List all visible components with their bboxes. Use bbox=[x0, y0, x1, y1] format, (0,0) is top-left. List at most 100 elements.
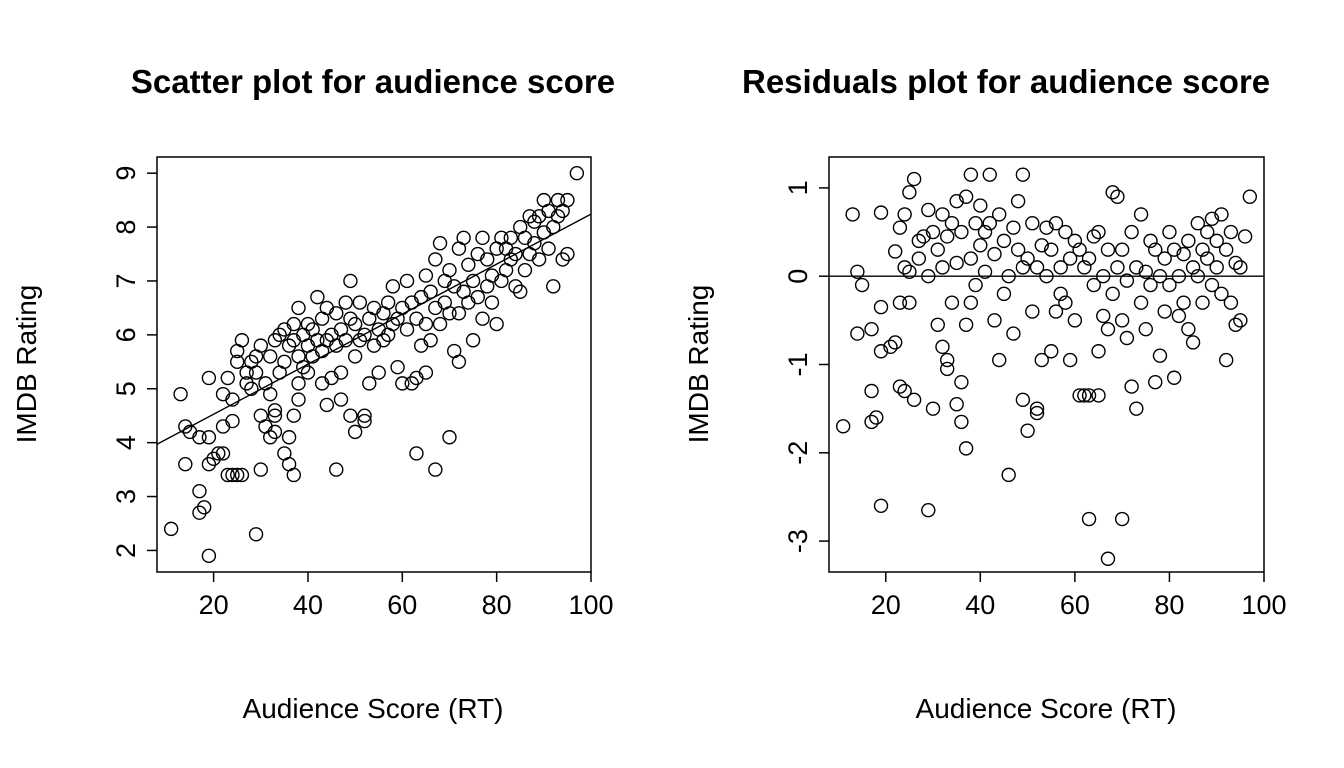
residuals-point bbox=[1129, 401, 1144, 416]
residuals-point bbox=[944, 216, 960, 231]
residuals-point bbox=[1152, 269, 1168, 284]
residuals-point bbox=[835, 419, 851, 434]
scatter-point bbox=[489, 316, 504, 332]
residuals-point bbox=[1100, 551, 1116, 566]
residuals-point bbox=[1171, 269, 1187, 284]
residuals-point bbox=[892, 220, 908, 235]
residuals-point bbox=[1195, 295, 1210, 310]
residuals-point bbox=[892, 295, 908, 310]
residuals-axis-ticks: 20 40 60 80 100 -3 -2 -1 0 1 bbox=[783, 180, 1287, 620]
scatter-point bbox=[347, 349, 363, 364]
residuals-point bbox=[897, 207, 912, 222]
scatter-point bbox=[541, 241, 556, 256]
residuals-point bbox=[1020, 251, 1035, 266]
residuals-point bbox=[1133, 295, 1149, 310]
scatter-point bbox=[277, 354, 292, 370]
residuals-point bbox=[987, 246, 1002, 262]
residuals-point bbox=[1114, 313, 1130, 328]
residuals-point bbox=[1015, 167, 1031, 182]
scatter-y-tick-label: 9 bbox=[111, 166, 141, 181]
residuals-point bbox=[864, 414, 879, 430]
scatter-point bbox=[310, 289, 325, 305]
scatter-point bbox=[192, 430, 207, 445]
residuals-point bbox=[973, 198, 988, 213]
scatter-point bbox=[465, 333, 481, 348]
scatter-point bbox=[178, 419, 193, 434]
scatter-point bbox=[550, 209, 566, 224]
scatter-point bbox=[503, 252, 519, 267]
scatter-point bbox=[352, 333, 368, 348]
scatter-point bbox=[225, 467, 240, 483]
residuals-point bbox=[949, 193, 964, 209]
scatter-point bbox=[560, 192, 575, 208]
residuals-point bbox=[1044, 344, 1059, 359]
residuals-point bbox=[1025, 216, 1040, 231]
scatter-point bbox=[215, 419, 231, 434]
scatter-point bbox=[385, 316, 401, 332]
residuals-point bbox=[977, 224, 993, 240]
residuals-point bbox=[921, 202, 936, 218]
residuals-point bbox=[1190, 216, 1206, 231]
residuals-point bbox=[1091, 224, 1106, 240]
residuals-y-tick-label: 1 bbox=[783, 180, 813, 195]
scatter-x-tick-label: 100 bbox=[568, 590, 613, 620]
scatter-point bbox=[229, 467, 245, 483]
residuals-point bbox=[1001, 269, 1016, 284]
scatter-point bbox=[192, 483, 207, 499]
scatter-point bbox=[343, 311, 358, 326]
residuals-point bbox=[987, 313, 1002, 328]
scatter-point bbox=[263, 386, 278, 402]
scatter-point bbox=[329, 462, 344, 477]
residuals-point bbox=[1200, 224, 1215, 240]
scatter-point bbox=[517, 262, 533, 278]
residuals-point bbox=[1029, 401, 1045, 416]
scatter-point bbox=[296, 359, 311, 375]
scatter-point bbox=[522, 209, 537, 224]
scatter-point bbox=[253, 462, 268, 477]
residuals-point bbox=[935, 339, 950, 355]
scatter-y-tick-label: 2 bbox=[111, 543, 141, 558]
residuals-point bbox=[864, 383, 879, 399]
scatter-point bbox=[470, 289, 485, 305]
scatter-point bbox=[347, 316, 363, 332]
residuals-point bbox=[1081, 388, 1097, 403]
scatter-point bbox=[423, 333, 438, 348]
residuals-point bbox=[1214, 286, 1229, 302]
residuals-point bbox=[930, 242, 945, 257]
scatter-point bbox=[456, 230, 471, 246]
residuals-point bbox=[906, 171, 922, 187]
residuals-point bbox=[1091, 344, 1106, 359]
residuals-point bbox=[1006, 326, 1021, 341]
residuals-point bbox=[958, 317, 974, 332]
scatter-point bbox=[329, 306, 344, 321]
residuals-point bbox=[887, 244, 903, 259]
residuals-point bbox=[949, 397, 964, 412]
residuals-point bbox=[963, 295, 979, 310]
scatter-point bbox=[508, 246, 523, 262]
residuals-x-tick-label: 100 bbox=[1241, 590, 1286, 620]
scatter-point bbox=[560, 246, 575, 262]
scatter-point bbox=[390, 359, 405, 375]
scatter-point bbox=[428, 300, 443, 316]
residuals-point bbox=[1228, 317, 1243, 332]
residuals-point bbox=[1086, 229, 1101, 244]
residuals-point bbox=[845, 207, 860, 222]
scatter-point bbox=[357, 408, 372, 423]
residuals-point bbox=[1223, 295, 1239, 310]
scatter-point bbox=[541, 203, 556, 219]
scatter-point bbox=[300, 365, 316, 380]
residuals-point bbox=[1039, 269, 1054, 284]
residuals-point bbox=[1110, 189, 1125, 204]
residuals-point bbox=[1162, 224, 1177, 240]
scatter-y-tick-label: 4 bbox=[111, 435, 141, 450]
scatter-point bbox=[272, 327, 287, 343]
scatter-point bbox=[215, 446, 231, 461]
scatter-point bbox=[338, 333, 353, 348]
scatter-point bbox=[300, 316, 316, 332]
residuals-point bbox=[1058, 295, 1073, 310]
scatter-point bbox=[215, 386, 231, 402]
residuals-point bbox=[864, 321, 879, 337]
residuals-point bbox=[1114, 242, 1130, 257]
scatter-point bbox=[196, 500, 212, 515]
residuals-point bbox=[1148, 374, 1163, 390]
